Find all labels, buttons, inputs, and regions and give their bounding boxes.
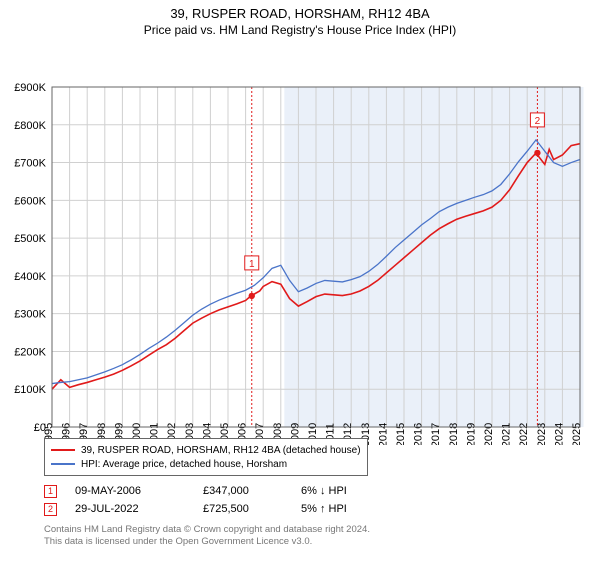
svg-text:2016: 2016 [413,423,425,445]
copyright-footer: Contains HM Land Registry data © Crown c… [44,524,370,549]
svg-text:2017: 2017 [430,423,442,445]
svg-text:£200K: £200K [14,346,46,358]
svg-text:2023: 2023 [536,423,548,445]
svg-text:1: 1 [249,259,255,270]
legend-swatch-property [51,449,75,451]
legend-item: 39, RUSPER ROAD, HORSHAM, RH12 4BA (deta… [51,443,361,457]
legend-item: HPI: Average price, detached house, Hors… [51,457,361,471]
svg-text:£600K: £600K [14,195,46,207]
transaction-price: £725,500 [203,503,283,515]
transaction-hpi-diff: 5% ↑ HPI [301,503,401,515]
svg-text:£400K: £400K [14,271,46,283]
svg-text:2022: 2022 [518,423,530,445]
chart-container: 39, RUSPER ROAD, HORSHAM, RH12 4BA Price… [0,6,600,566]
transaction-price: £347,000 [203,485,283,497]
transaction-row: 1 09-MAY-2006 £347,000 6% ↓ HPI [44,482,401,500]
svg-text:2025: 2025 [571,423,583,445]
transaction-row: 2 29-JUL-2022 £725,500 5% ↑ HPI [44,500,401,518]
svg-text:£500K: £500K [14,233,46,245]
marker-number: 1 [48,487,53,496]
svg-text:£100K: £100K [14,384,46,396]
footer-line: This data is licensed under the Open Gov… [44,536,370,548]
svg-text:2014: 2014 [377,423,389,445]
legend-swatch-hpi [51,463,75,465]
svg-text:2: 2 [535,116,541,127]
legend-label: HPI: Average price, detached house, Hors… [81,459,287,470]
legend: 39, RUSPER ROAD, HORSHAM, RH12 4BA (deta… [44,438,368,476]
transaction-date: 09-MAY-2006 [75,485,185,497]
marker-number: 2 [48,505,53,514]
transaction-date: 29-JUL-2022 [75,503,185,515]
svg-text:£900K: £900K [14,82,46,94]
chart-subtitle: Price paid vs. HM Land Registry's House … [0,23,600,37]
svg-text:2020: 2020 [483,423,495,445]
transaction-hpi-diff: 6% ↓ HPI [301,485,401,497]
footer-line: Contains HM Land Registry data © Crown c… [44,524,370,536]
transaction-table: 1 09-MAY-2006 £347,000 6% ↓ HPI 2 29-JUL… [44,482,401,518]
svg-text:£300K: £300K [14,309,46,321]
svg-text:2018: 2018 [448,423,460,445]
svg-text:2019: 2019 [465,423,477,445]
svg-text:2021: 2021 [501,423,513,445]
chart-title: 39, RUSPER ROAD, HORSHAM, RH12 4BA [0,6,600,21]
transaction-marker-icon: 1 [44,485,57,498]
svg-text:£700K: £700K [14,158,46,170]
svg-text:2024: 2024 [553,423,565,445]
legend-label: 39, RUSPER ROAD, HORSHAM, RH12 4BA (deta… [81,445,361,456]
svg-text:2015: 2015 [395,423,407,445]
transaction-marker-icon: 2 [44,503,57,516]
svg-text:£800K: £800K [14,120,46,132]
price-chart: £0£100K£200K£300K£400K£500K£600K£700K£80… [0,37,600,445]
